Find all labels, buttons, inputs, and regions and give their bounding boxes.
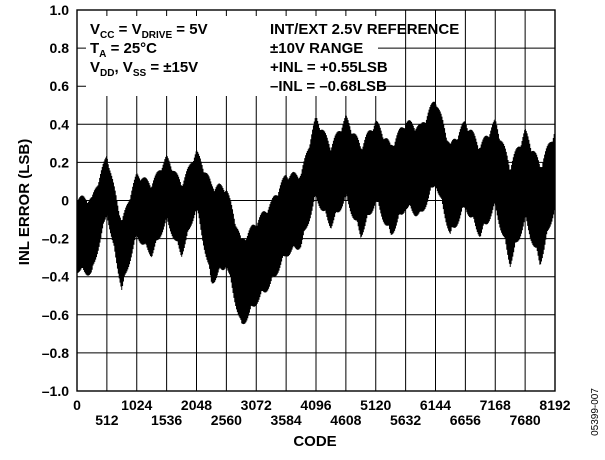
y-tick-label: 0.4: [50, 116, 70, 132]
annotation-range: ±10V RANGE: [270, 40, 363, 57]
y-tick-labels: 1.0 0.8 0.6 0.4 0.2 0 –0.2 –0.4 –0.6 –0.8 –1.0: [42, 2, 69, 399]
y-tick-label: –0.6: [42, 307, 69, 323]
y-axis-title: INL ERROR (LSB): [16, 139, 33, 265]
y-tick-label: –0.2: [42, 231, 69, 247]
x-tick-label: 2048: [181, 397, 212, 413]
x-tick-label: 6144: [420, 397, 451, 413]
inl-series-line: [76, 101, 556, 325]
figure-id: 05399-007: [590, 388, 601, 436]
annotation-vcc: VCC = VDRIVE = 5V: [90, 21, 208, 41]
x-tick-label: 0: [73, 397, 81, 413]
x-tick-label: 5632: [390, 412, 421, 428]
x-tick-label: 7680: [510, 412, 541, 428]
y-tick-label: 0.2: [50, 154, 70, 170]
x-axis-title: CODE: [293, 433, 336, 450]
x-tick-label: 5120: [360, 397, 391, 413]
annotation-neg-inl: –INL = –0.68LSB: [270, 78, 387, 95]
y-tick-label: 1.0: [50, 2, 70, 18]
y-tick-label: 0.6: [50, 78, 70, 94]
inl-trace: [76, 101, 556, 325]
y-tick-label: –0.8: [42, 345, 69, 361]
y-tick-label: –0.4: [42, 269, 69, 285]
annotation-vdd: VDD, VSS = ±15V: [90, 59, 198, 79]
annotation-pos-inl: +INL = +0.55LSB: [270, 59, 388, 76]
x-tick-label: 4096: [300, 397, 331, 413]
y-tick-label: 0: [61, 193, 69, 209]
x-tick-label: 2560: [211, 412, 242, 428]
annotation-box: [86, 16, 378, 96]
x-tick-labels: 0 1024 2048 3072 4096 5120 6144 7168 8192 512 1536…: [73, 397, 571, 428]
x-tick-label: 6656: [450, 412, 481, 428]
y-tick-label: –1.0: [42, 383, 69, 399]
x-tick-label: 1024: [121, 397, 152, 413]
y-tick-label: 0.8: [50, 40, 70, 56]
x-tick-label: 4608: [330, 412, 361, 428]
x-tick-label: 7168: [480, 397, 511, 413]
x-tick-label: 3072: [241, 397, 272, 413]
x-tick-label: 3584: [271, 412, 302, 428]
plot-frame: [76, 9, 556, 392]
x-tick-label: 512: [95, 412, 119, 428]
annotation-ta: TA = 25°C: [90, 40, 157, 60]
annotation-reference: INT/EXT 2.5V REFERENCE: [270, 21, 459, 38]
x-tick-label: 1536: [151, 412, 182, 428]
x-tick-label: 8192: [539, 397, 570, 413]
